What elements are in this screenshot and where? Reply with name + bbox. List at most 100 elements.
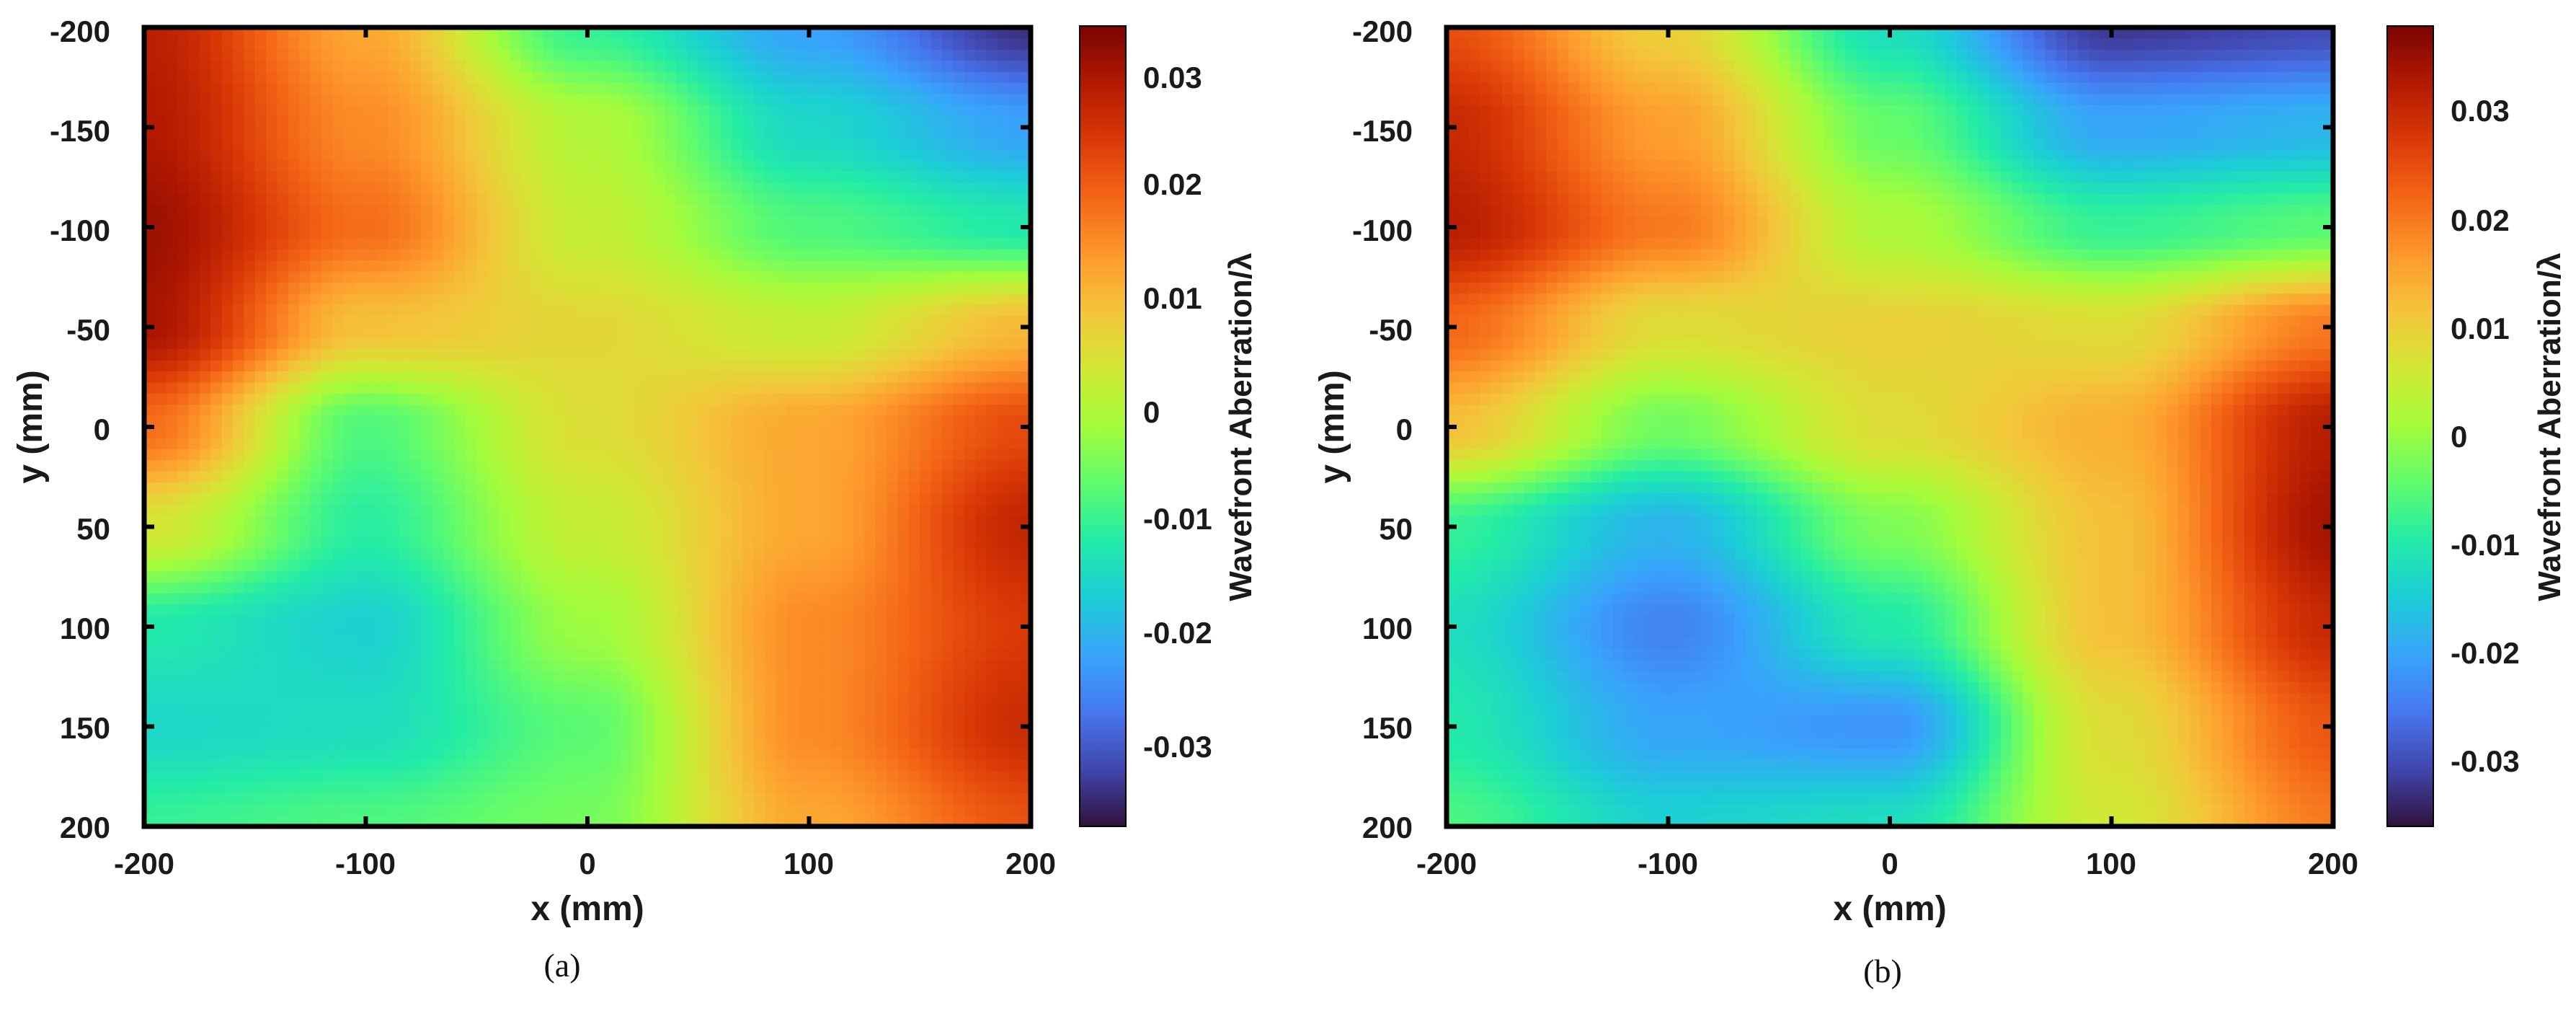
heatmap-cell — [254, 449, 267, 461]
heatmap-cell — [554, 405, 566, 417]
heatmap-cell — [210, 138, 223, 150]
heatmap-cell — [155, 393, 167, 405]
heatmap-cell — [244, 227, 256, 239]
heatmap-cell — [388, 304, 400, 317]
heatmap-cell — [942, 482, 954, 494]
heatmap-cell — [975, 482, 987, 494]
heatmap-cell — [908, 260, 920, 273]
heatmap-cell — [221, 227, 234, 239]
heatmap-cell — [144, 293, 156, 306]
heatmap-cell — [809, 149, 821, 162]
heatmap-cell — [621, 537, 633, 549]
heatmap-cell — [864, 138, 876, 150]
heatmap-cell — [942, 249, 954, 261]
heatmap-cell — [709, 282, 721, 294]
heatmap-cell — [875, 182, 887, 195]
heatmap-cell — [742, 172, 755, 184]
heatmap-cell — [487, 493, 499, 506]
heatmap-cell — [288, 471, 300, 483]
heatmap-cell — [731, 438, 743, 450]
heatmap-cell — [277, 637, 289, 650]
heatmap-cell — [520, 260, 533, 273]
heatmap-cell — [155, 648, 167, 661]
heatmap-cell — [676, 38, 688, 50]
heatmap-cell — [388, 660, 400, 672]
heatmap-cell — [997, 282, 1009, 294]
heatmap-cell — [188, 316, 200, 328]
heatmap-cell — [254, 693, 267, 705]
heatmap-cell — [920, 249, 932, 261]
heatmap-cell — [554, 227, 566, 239]
heatmap-cell — [299, 227, 311, 239]
heatmap-cell — [887, 38, 899, 50]
heatmap-cell — [765, 193, 776, 206]
heatmap-cell — [388, 71, 400, 84]
heatmap-cell — [631, 127, 644, 139]
heatmap-cell — [942, 27, 954, 39]
heatmap-cell — [831, 238, 843, 250]
heatmap-cell — [975, 615, 987, 627]
heatmap-cell — [355, 693, 367, 705]
heatmap-cell — [753, 405, 765, 417]
heatmap-cell — [831, 537, 843, 549]
heatmap-cell — [277, 360, 289, 372]
heatmap-cell — [288, 449, 300, 461]
heatmap-cell — [432, 38, 444, 50]
heatmap-cell — [277, 693, 289, 705]
heatmap-cell — [277, 205, 289, 217]
heatmap-cell — [465, 337, 477, 350]
heatmap-cell — [476, 405, 489, 417]
heatmap-cell — [499, 415, 510, 428]
heatmap-cell — [997, 304, 1009, 317]
heatmap-cell — [221, 627, 234, 638]
heatmap-cell — [432, 360, 444, 372]
heatmap-cell — [543, 715, 555, 728]
heatmap-cell — [332, 94, 345, 106]
heatmap-cell — [931, 449, 943, 461]
heatmap-cell — [310, 648, 322, 661]
heatmap-cell — [842, 227, 854, 239]
heatmap-cell — [997, 526, 1009, 539]
heatmap-cell — [798, 504, 810, 516]
heatmap-cell — [410, 71, 422, 84]
heatmap-cell — [742, 615, 755, 627]
heatmap-cell — [365, 293, 378, 306]
heatmap-cell — [365, 238, 378, 250]
heatmap-cell — [221, 293, 234, 306]
heatmap-cell — [631, 571, 644, 583]
heatmap-cell — [576, 526, 588, 539]
heatmap-cell — [809, 537, 821, 549]
heatmap-cell — [942, 105, 954, 117]
heatmap-cell — [210, 216, 223, 228]
heatmap-cell — [786, 127, 799, 139]
heatmap-cell — [310, 349, 322, 361]
heatmap-cell — [277, 471, 289, 483]
heatmap-cell — [798, 127, 810, 139]
heatmap-cell — [155, 293, 167, 306]
heatmap-cell — [177, 637, 190, 650]
heatmap-cell — [254, 182, 267, 195]
heatmap-cell — [543, 593, 555, 605]
heatmap-cell — [233, 172, 244, 184]
heatmap-cell — [388, 382, 400, 394]
heatmap-cell — [233, 504, 244, 516]
heatmap-cell — [365, 604, 378, 617]
heatmap-cell — [532, 582, 544, 594]
heatmap-cell — [399, 415, 411, 428]
heatmap-cell — [499, 327, 510, 339]
heatmap-cell — [887, 493, 899, 506]
heatmap-cell — [510, 516, 522, 528]
heatmap-cell — [720, 604, 732, 617]
heatmap-cell — [177, 182, 190, 195]
heatmap-cell — [499, 582, 510, 594]
heatmap-cell — [964, 571, 976, 583]
heatmap-cell — [144, 304, 156, 317]
heatmap-cell — [986, 205, 998, 217]
heatmap-cell — [355, 71, 367, 84]
heatmap-cell — [244, 648, 256, 661]
heatmap-cell — [543, 549, 555, 561]
heatmap-cell — [520, 504, 533, 516]
heatmap-cell — [221, 482, 234, 494]
heatmap-cell — [953, 648, 965, 661]
heatmap-cell — [543, 71, 555, 84]
